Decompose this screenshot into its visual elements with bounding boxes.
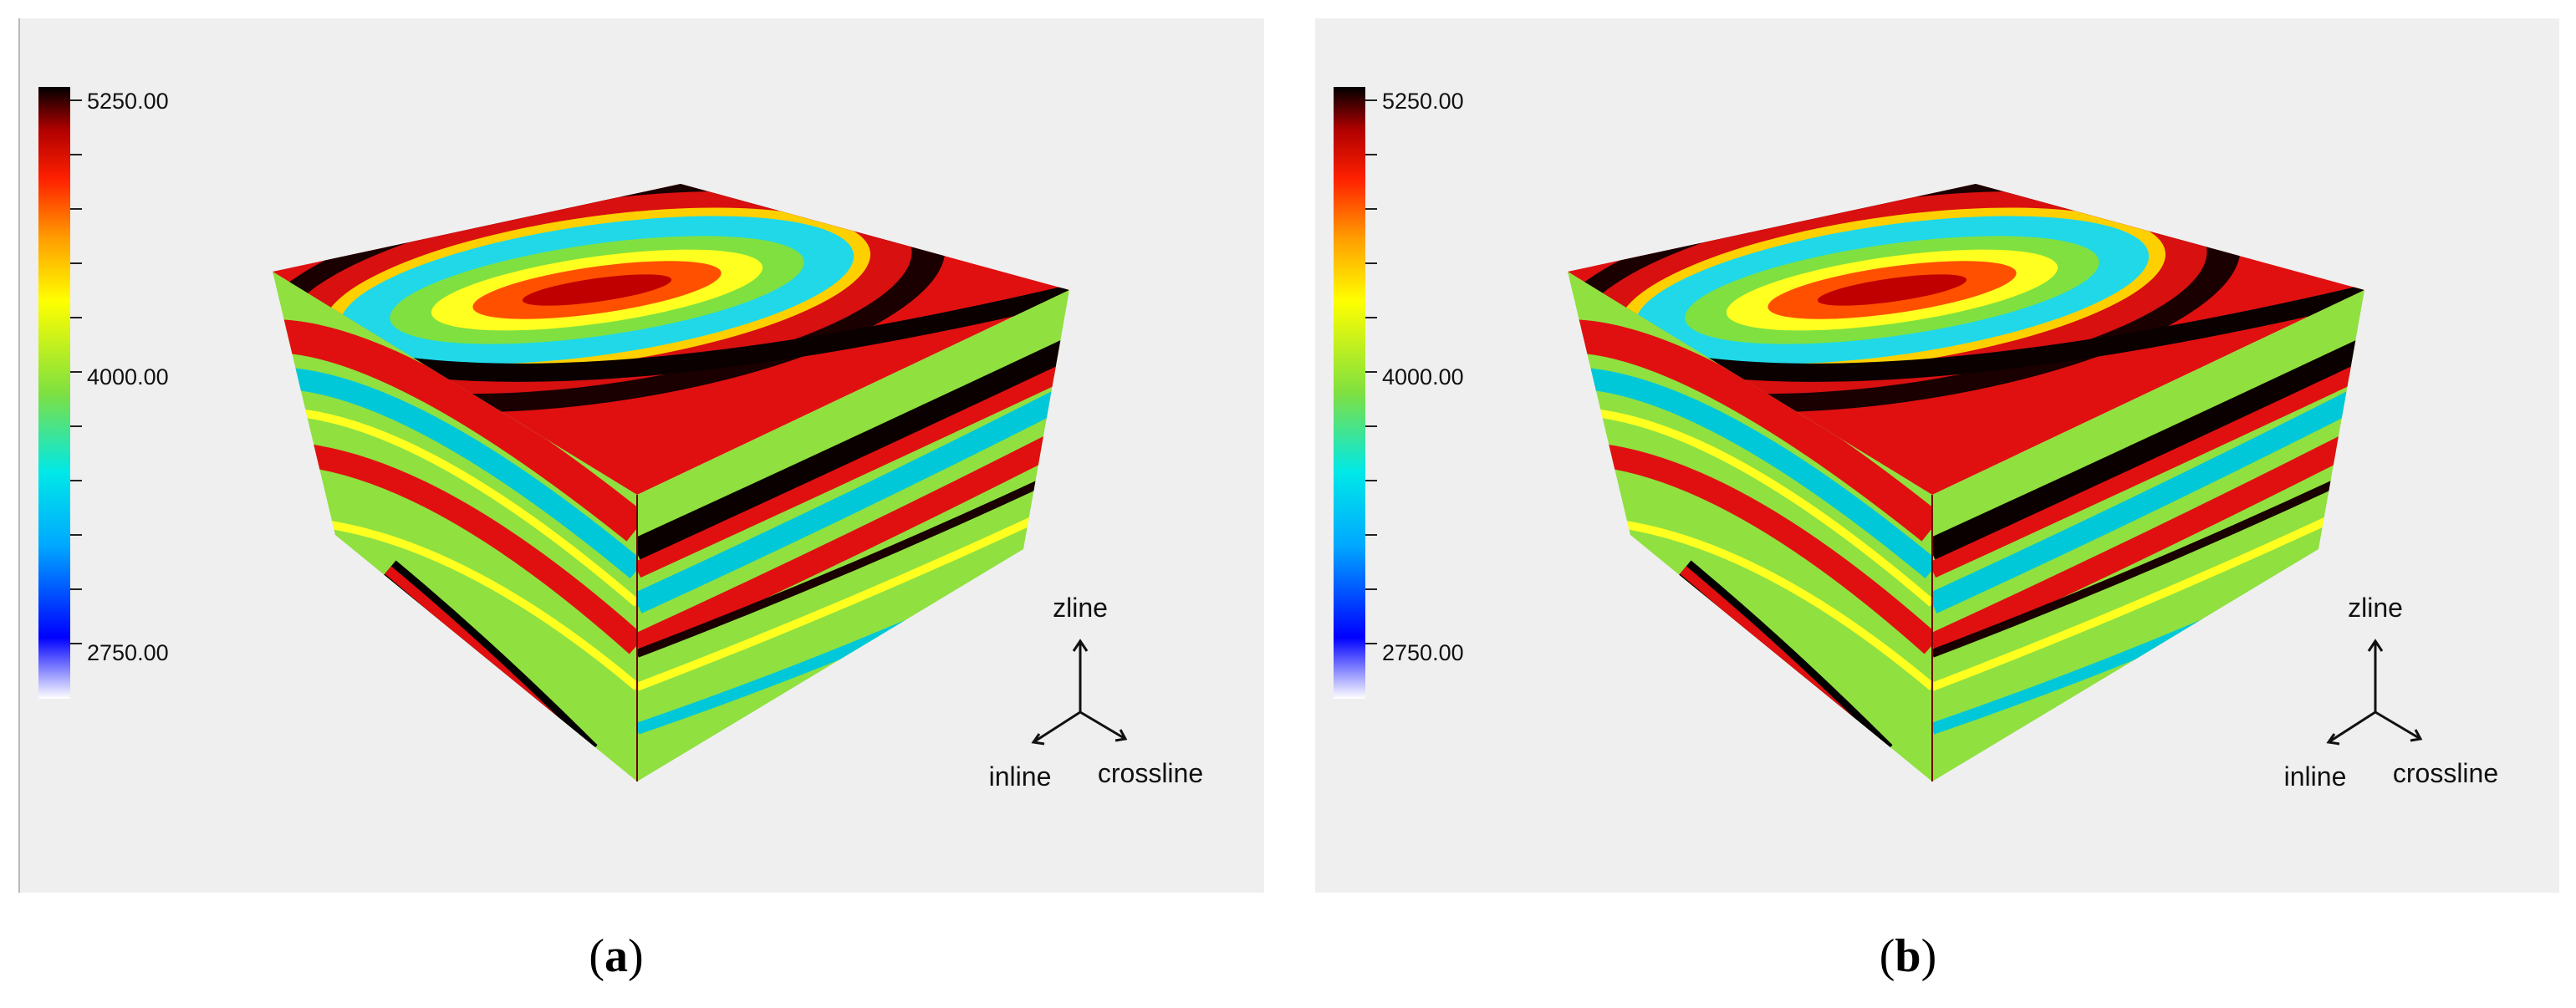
inline-arrow (1033, 710, 1081, 744)
inline-arrow (2328, 710, 2376, 744)
zline-label: zline (2348, 593, 2403, 623)
colorbar-gradient (38, 87, 70, 699)
caption-letter: a (604, 930, 628, 982)
colorbar-max-label: 5250.00 (87, 89, 169, 114)
caption-open: ( (1879, 930, 1895, 982)
axis-indicator (2326, 639, 2423, 746)
velocity-cube (1568, 184, 2364, 781)
velocity-cube (273, 184, 1069, 781)
colorbar-mid-label: 4000.00 (87, 364, 169, 389)
colorbar-max-label: 5250.00 (1382, 89, 1464, 114)
colorbar-mid-label: 4000.00 (1382, 364, 1464, 389)
colorbar: 5250.00 4000.00 2750.00 (38, 87, 169, 699)
zline-label: zline (1053, 593, 1108, 623)
inline-label: inline (989, 761, 1052, 792)
colorbar-min-label: 2750.00 (1382, 640, 1464, 665)
velocity-model-view-b: 5250.00 4000.00 2750.00 (1334, 87, 2498, 792)
caption-close: ) (628, 930, 644, 982)
crossline-label: crossline (1098, 758, 1203, 788)
cube-top-face (1568, 184, 2364, 495)
inline-label: inline (2284, 761, 2347, 792)
crossline-arrow (2375, 710, 2421, 741)
velocity-model-view-a: 5250.00 4000.00 2750.00 (38, 87, 1203, 792)
colorbar-gradient (1334, 87, 1365, 699)
caption-b: (b) (1880, 929, 1936, 983)
crossline-label: crossline (2393, 758, 2498, 788)
caption-letter: b (1895, 930, 1921, 982)
panel-a: 5250.00 4000.00 2750.00 (18, 18, 1264, 893)
caption-open: ( (589, 930, 604, 982)
caption-a: (a) (589, 929, 643, 983)
colorbar-min-label: 2750.00 (87, 640, 169, 665)
colorbar: 5250.00 4000.00 2750.00 (1334, 87, 1464, 699)
crossline-arrow (1079, 710, 1126, 741)
panel-b: 5250.00 4000.00 2750.00 (1315, 18, 2559, 893)
axis-indicator (1031, 639, 1128, 746)
caption-close: ) (1921, 930, 1937, 982)
